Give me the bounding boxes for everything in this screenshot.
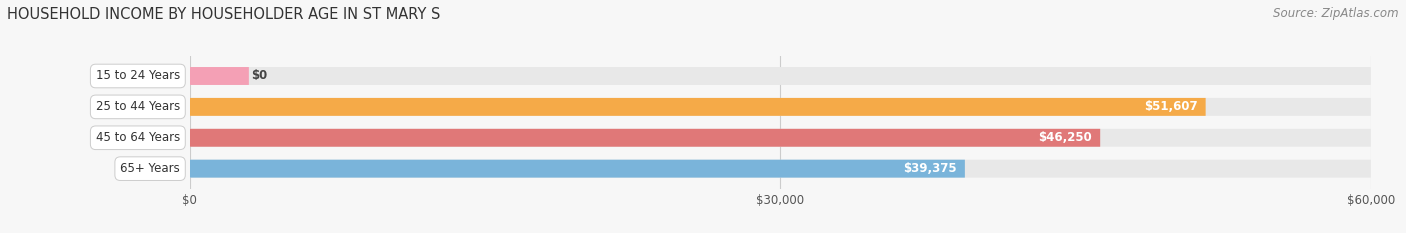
Text: $51,607: $51,607 xyxy=(1144,100,1198,113)
Text: HOUSEHOLD INCOME BY HOUSEHOLDER AGE IN ST MARY S: HOUSEHOLD INCOME BY HOUSEHOLDER AGE IN S… xyxy=(7,7,440,22)
FancyBboxPatch shape xyxy=(190,67,1371,85)
FancyBboxPatch shape xyxy=(190,129,1099,147)
Text: 25 to 44 Years: 25 to 44 Years xyxy=(96,100,180,113)
FancyBboxPatch shape xyxy=(190,98,1205,116)
FancyBboxPatch shape xyxy=(190,129,1371,147)
Text: $39,375: $39,375 xyxy=(904,162,957,175)
FancyBboxPatch shape xyxy=(190,98,1371,116)
FancyBboxPatch shape xyxy=(190,160,965,178)
Text: 65+ Years: 65+ Years xyxy=(121,162,180,175)
Text: 45 to 64 Years: 45 to 64 Years xyxy=(96,131,180,144)
Text: 15 to 24 Years: 15 to 24 Years xyxy=(96,69,180,82)
FancyBboxPatch shape xyxy=(190,160,1371,178)
Text: Source: ZipAtlas.com: Source: ZipAtlas.com xyxy=(1274,7,1399,20)
FancyBboxPatch shape xyxy=(190,67,249,85)
Text: $46,250: $46,250 xyxy=(1039,131,1092,144)
Text: $0: $0 xyxy=(250,69,267,82)
